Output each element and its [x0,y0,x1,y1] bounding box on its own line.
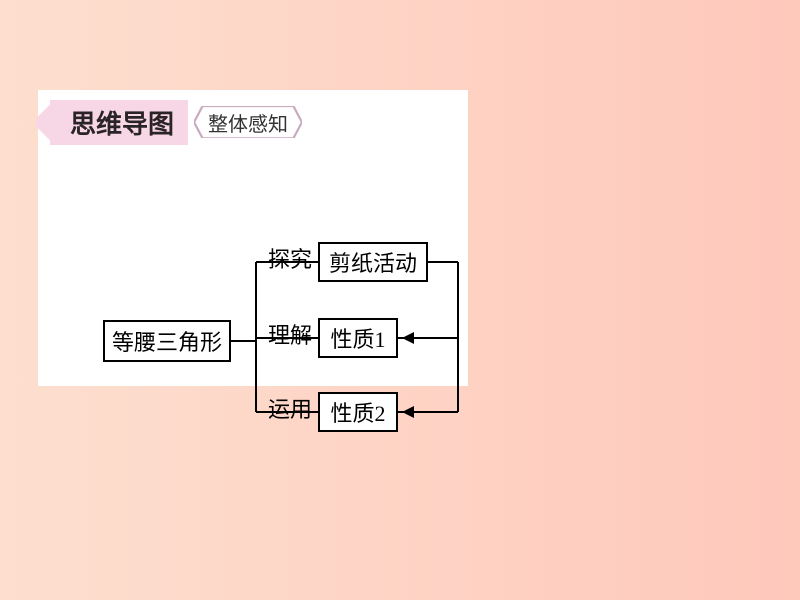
child-box: 性质1 [318,318,398,358]
edge-label: 理解 [268,318,312,350]
root-label: 等腰三角形 [112,325,222,357]
edge-label: 运用 [268,392,312,424]
child-box: 性质2 [318,392,398,432]
child-label: 剪纸活动 [329,246,417,278]
root-box: 等腰三角形 [103,320,231,362]
edge-label: 探究 [268,242,312,274]
diagram-panel: 思维导图 整体感知 等腰三角形 探究 理解 运用 剪纸活动 性质1 性质2 [38,90,468,386]
child-label: 性质1 [330,322,385,354]
child-label: 性质2 [330,396,385,428]
child-box: 剪纸活动 [318,242,428,282]
